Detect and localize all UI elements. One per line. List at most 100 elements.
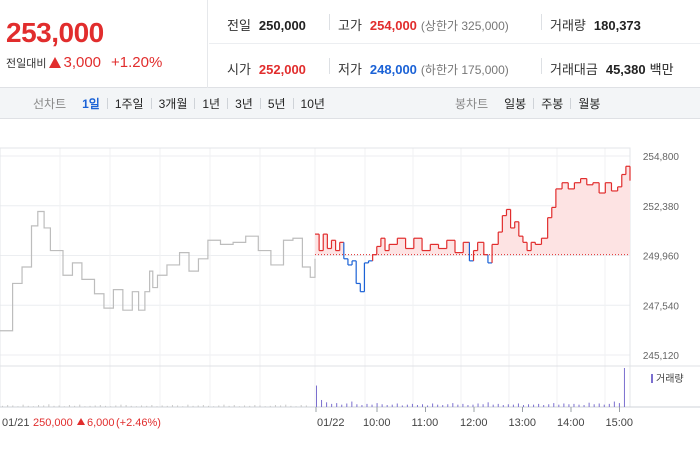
divider: [292, 98, 294, 109]
volume-bar: [336, 403, 338, 407]
volume-bar: [427, 405, 429, 407]
volume-bar: [371, 404, 373, 407]
up-area: [315, 166, 630, 255]
stat-unit: 백만: [649, 62, 674, 77]
tab-10y[interactable]: 10년: [300, 97, 325, 111]
volume-bar: [512, 404, 514, 407]
volume-bar: [53, 405, 55, 407]
tab-1w[interactable]: 1주일: [114, 97, 144, 111]
stat-label: 거래량: [550, 18, 586, 33]
x-tick-label: 10:00: [363, 417, 391, 429]
volume-bar: [583, 405, 585, 407]
volume-bar: [171, 405, 173, 407]
volume-bar: [12, 405, 14, 407]
y-axis-labels: 254,800 252,380 249,960 247,540 245,120: [643, 152, 680, 362]
prev-close-label: 250,000: [33, 417, 73, 429]
volume-bar: [472, 404, 474, 407]
divider: [106, 98, 108, 109]
volume-bar: [166, 405, 168, 407]
stat-label: 시가: [227, 62, 251, 77]
x-tick-label: 14:00: [557, 417, 585, 429]
volume-bar: [553, 403, 555, 407]
lower-limit: (하한가 175,000): [420, 63, 509, 77]
volume-bar: [507, 404, 509, 407]
volume-bar: [538, 403, 540, 407]
candle-chart-title: 봉차트: [455, 97, 489, 111]
tab-1d[interactable]: 1일: [82, 97, 100, 111]
volume-bar: [22, 404, 24, 407]
volume-legend-icon: [651, 374, 653, 383]
stat-label: 거래대금: [550, 62, 598, 77]
intraday-chart[interactable]: 254,800 252,380 249,960 247,540 245,120 거래량 …: [0, 120, 700, 450]
tab-3m[interactable]: 3개월: [158, 97, 188, 111]
volume-bar: [588, 402, 590, 407]
divider: [259, 98, 261, 109]
volume-bar: [300, 405, 302, 407]
tab-1y[interactable]: 1년: [202, 97, 221, 111]
volume-bar: [120, 404, 122, 407]
volume-bar: [437, 404, 439, 407]
stat-value: 180,373: [593, 18, 641, 33]
volume-bar: [135, 406, 137, 407]
line-chart-tabs: 선차트 1일 1주일 3개월 1년 3년 5년 10년: [33, 88, 325, 119]
volume-bar: [264, 406, 266, 407]
volume-bar: [411, 403, 413, 407]
volume-bar: [316, 385, 317, 407]
volume-bar: [249, 405, 251, 407]
chart-grid: [0, 147, 700, 408]
volume-bar: [467, 405, 469, 407]
volume-bar: [618, 403, 620, 407]
volume-bar: [623, 368, 625, 407]
y-tick-label: 254,800: [643, 152, 680, 163]
volume-bars: 거래량: [2, 368, 684, 407]
volume-bar: [492, 404, 494, 407]
current-price: 253,000: [6, 17, 104, 48]
prev-change-percent: (+2.46%): [116, 417, 161, 429]
volume-bar: [487, 402, 489, 407]
volume-bar: [558, 404, 560, 407]
volume-bar: [74, 405, 76, 407]
tab-weekly[interactable]: 주봉: [541, 97, 564, 111]
volume-bar: [63, 406, 65, 407]
volume-bar: [197, 405, 199, 407]
volume-bar: [381, 404, 383, 407]
volume-bar: [213, 406, 215, 407]
tab-monthly[interactable]: 월봉: [578, 97, 601, 111]
tab-daily[interactable]: 일봉: [504, 97, 527, 111]
tab-5y[interactable]: 5년: [267, 97, 286, 111]
volume-bar: [386, 405, 388, 407]
volume-bar: [233, 405, 235, 407]
volume-bar: [578, 404, 580, 407]
volume-bar: [274, 405, 276, 407]
volume-bar: [151, 405, 153, 407]
volume-bar: [457, 404, 459, 407]
price-summary: 253,000 전일대비 3,000 +1.20% 전일 250,000 고가 25…: [0, 0, 700, 88]
volume-bar: [182, 406, 184, 407]
volume-bar: [228, 405, 230, 407]
volume-bar: [502, 405, 504, 407]
y-tick-label: 252,380: [643, 202, 680, 213]
change-amount: 3,000: [63, 54, 102, 71]
volume-bar: [346, 403, 348, 407]
volume-bar: [156, 406, 158, 407]
volume-bar: [192, 405, 194, 407]
volume-bar: [396, 403, 398, 407]
volume-bar: [290, 405, 292, 407]
volume-bar: [202, 405, 204, 407]
volume-bar: [452, 403, 454, 407]
volume-bar: [38, 405, 40, 407]
volume-bar: [401, 405, 403, 407]
stat-label: 저가: [338, 62, 362, 77]
up-triangle-icon: [49, 56, 62, 68]
volume-bar: [462, 403, 464, 407]
stat-label: 전일: [227, 18, 251, 33]
volume-bar: [43, 405, 45, 407]
volume-bar: [432, 403, 434, 407]
volume-bar: [321, 399, 323, 407]
tab-3y[interactable]: 3년: [235, 97, 253, 111]
stat-high: 고가 254,000 (상한가 325,000): [338, 15, 509, 34]
volume-bar: [7, 405, 9, 407]
volume-bar: [208, 405, 209, 407]
stats-row-2: 시가 252,000 저가 248,000 (하한가 175,000) 거래대금 45,…: [209, 44, 700, 88]
volume-bar: [218, 405, 220, 407]
